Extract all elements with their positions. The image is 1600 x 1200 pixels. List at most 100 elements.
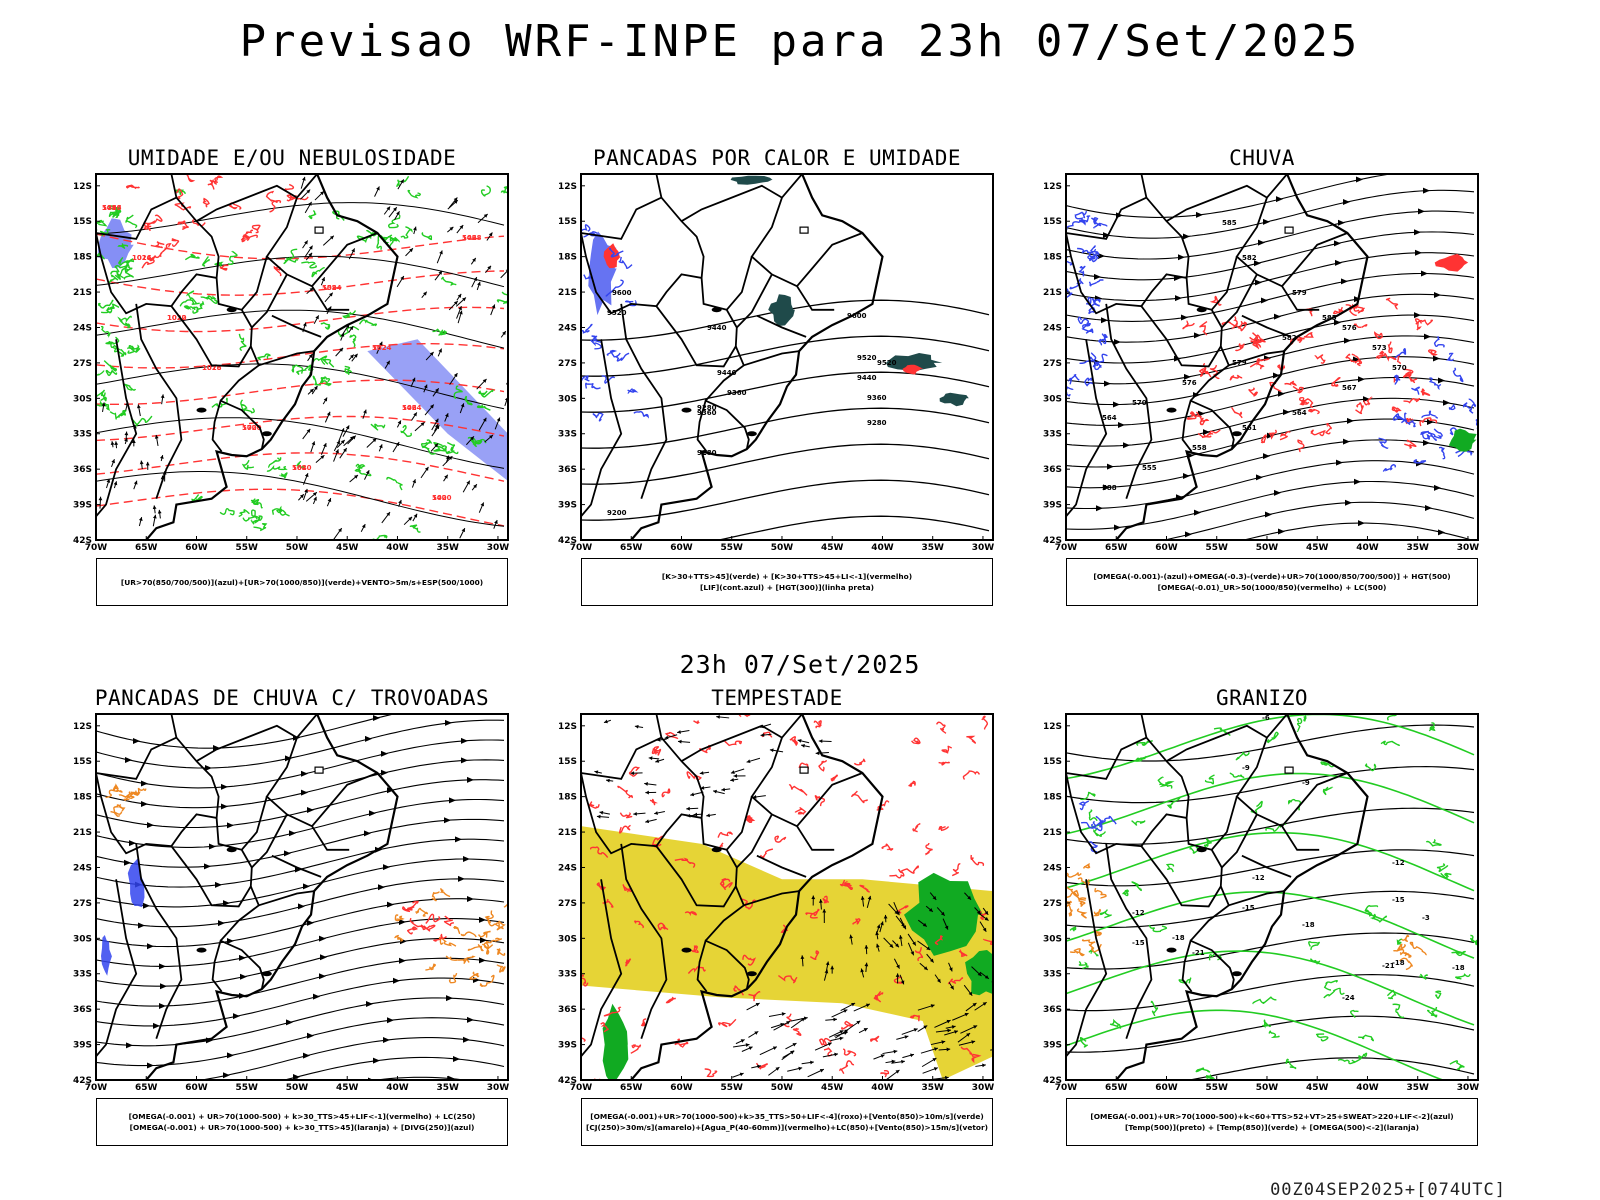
temp850-contour	[1131, 881, 1142, 892]
pw-red-contour	[640, 1018, 647, 1027]
omega-orange-contour	[1396, 943, 1406, 952]
wind-vector-head	[487, 265, 492, 270]
wind-vector-head	[900, 980, 905, 985]
temp850-contour	[1252, 996, 1277, 1005]
humidity-green-contour	[433, 445, 447, 452]
humidity-green-contour	[354, 463, 363, 472]
contour-label: 1024	[402, 404, 422, 412]
wind-vector-head	[824, 969, 829, 974]
streamline-arrow	[320, 954, 327, 961]
contour-label: -12	[1252, 874, 1265, 882]
main-title: Previsao WRF-INPE para 23h 07/Set/2025	[239, 16, 1361, 67]
wind-vector-head	[946, 1019, 951, 1024]
humidity-green-contour	[407, 189, 421, 199]
streamline-arrow	[1103, 484, 1110, 491]
panel-title: UMIDADE E/OU NEBULOSIDADE	[127, 146, 457, 170]
lat-tick-label: 27S	[73, 359, 92, 369]
lon-tick-label: 65W	[620, 1083, 643, 1093]
humidity-green-contour	[421, 232, 433, 241]
humidity-green-contour	[432, 328, 444, 336]
humidity-green-contour	[311, 355, 328, 365]
political-border	[1166, 724, 1268, 762]
wind-vector-head	[819, 1069, 824, 1073]
wind-vector-head	[494, 520, 498, 525]
lif-blue-contour	[592, 412, 604, 422]
wind-vector-head	[159, 455, 164, 459]
streamline-arrow	[159, 1002, 166, 1009]
temp850-contour	[1150, 1000, 1159, 1017]
lon-tick-label: 45W	[821, 543, 844, 553]
wind-vector-head	[933, 1067, 938, 1071]
political-border	[1221, 813, 1258, 869]
wind-vector-head	[910, 1053, 914, 1058]
streamline-arrow	[218, 920, 225, 927]
political-border	[1181, 399, 1235, 453]
political-border	[1166, 184, 1268, 222]
humidity-green-contour	[480, 185, 491, 197]
pw-red-contour	[935, 721, 947, 734]
streamline-arrow	[1433, 355, 1440, 362]
pw-red-contour	[794, 807, 807, 815]
humidity-green-contour	[257, 353, 271, 361]
lat-tick-label: 30S	[1043, 934, 1062, 944]
wind-vector-head	[315, 315, 319, 320]
streamline-arrow	[1263, 218, 1270, 225]
lat-tick-label: 33S	[1043, 970, 1062, 980]
wind-vector-head	[746, 759, 751, 764]
political-border	[311, 232, 378, 287]
streamline-arrow	[1265, 511, 1272, 518]
thickness-contour	[273, 265, 282, 277]
lon-tick-label: 40W	[1356, 1083, 1379, 1093]
pw-red-contour	[830, 774, 839, 782]
wind-vector-head	[353, 353, 358, 358]
thickness-contour	[286, 194, 296, 201]
temp850-contour	[1165, 863, 1175, 873]
contour-label: 558	[1192, 444, 1207, 452]
pw-red-contour	[814, 795, 826, 807]
omega-blue-contour	[1078, 265, 1086, 277]
lon-tick-label: 50W	[1256, 543, 1279, 553]
instability-red-contour	[406, 926, 418, 935]
lat-tick-label: 30S	[1043, 394, 1062, 404]
streamline-arrow	[399, 957, 406, 964]
lat-tick-label: 27S	[558, 359, 577, 369]
streamline-arrow	[159, 963, 166, 970]
omega-blue-contour	[1421, 410, 1439, 419]
lake-mark	[1196, 307, 1207, 313]
lat-tick-label: 42S	[73, 1076, 92, 1086]
humidity-green-contour	[279, 472, 288, 479]
political-border	[1281, 232, 1348, 287]
streamline-arrow	[445, 719, 452, 726]
wind-vector-head	[430, 404, 434, 409]
lon-tick-label: 30W	[1457, 1083, 1480, 1093]
wind-vector-head	[343, 448, 347, 453]
contour-label: 9440	[857, 374, 877, 382]
contour-label: -21	[1382, 962, 1395, 970]
political-border	[1235, 714, 1320, 851]
omega-blue-contour	[1084, 377, 1094, 387]
temp850-contour	[1396, 938, 1403, 945]
panel-pancadas-calor: PANCADAS POR CALOR E UMIDADE 9600 9520 944…	[557, 146, 997, 616]
temp850-contour	[1136, 740, 1153, 746]
streamline	[1066, 189, 1475, 239]
pw-red-contour	[684, 911, 697, 917]
instability-green-area	[886, 353, 943, 371]
lake-mark	[196, 407, 207, 413]
streamline-arrow	[1261, 297, 1268, 304]
humidity-green-contour	[227, 250, 238, 266]
divergence-blue-area	[127, 857, 146, 908]
temp500-contour	[1066, 807, 1475, 845]
wind-vector-head	[321, 277, 326, 282]
wind-vector-head	[311, 441, 316, 446]
wind-vector-head	[483, 214, 488, 218]
wind-vector-head	[677, 739, 682, 744]
instability-orange-contour	[469, 971, 480, 980]
legend-line: [OMEGA(-0.001)-(azul)+OMEGA(-0.3)-(verde…	[1093, 572, 1451, 581]
humidity-green-contour	[320, 322, 331, 330]
wind-vector-head	[124, 437, 128, 442]
temp850-contour	[1078, 960, 1089, 969]
wind-vector-head	[340, 440, 345, 444]
lat-tick-label: 24S	[73, 863, 92, 873]
pw-red-contour	[805, 908, 820, 919]
wind-vector-head	[851, 1002, 856, 1007]
